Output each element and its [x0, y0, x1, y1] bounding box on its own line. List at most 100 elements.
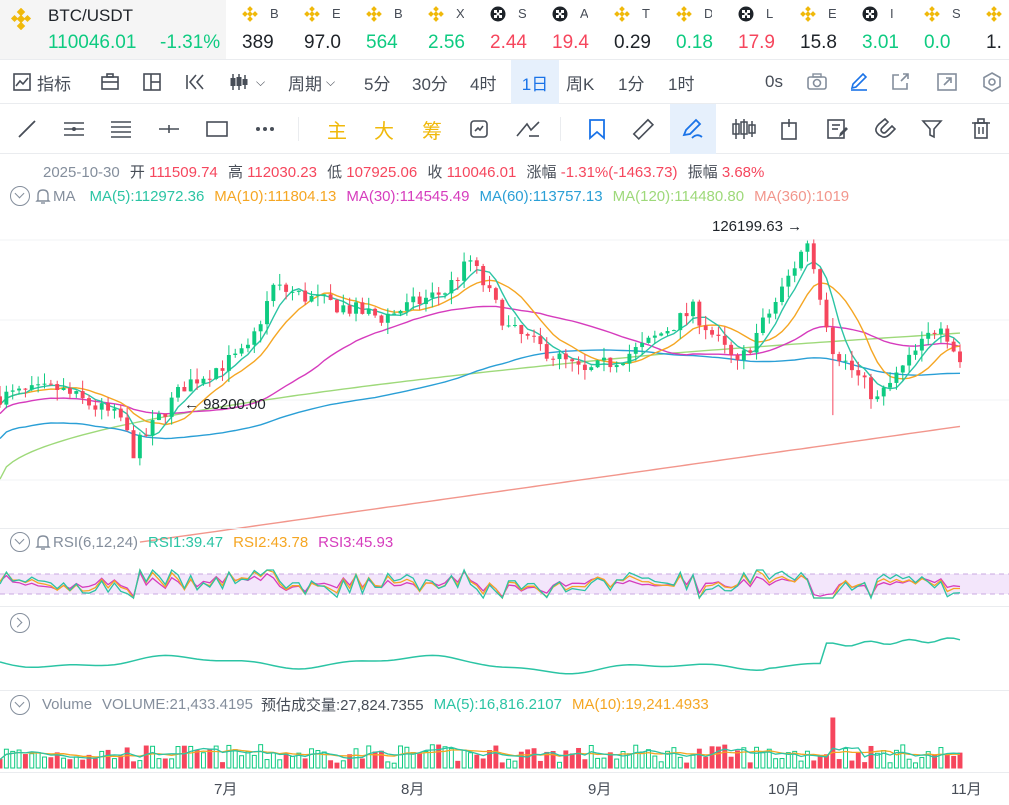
ticker-value: 2.56: [428, 32, 465, 53]
volume-bar: [436, 744, 442, 769]
candle-body: [392, 313, 397, 315]
volume-bar: [537, 760, 543, 769]
volume-bar: [557, 761, 562, 769]
candle-body: [195, 379, 200, 384]
chip-button[interactable]: 筹: [422, 120, 442, 143]
ticker-item[interactable]: D 0.18: [662, 0, 724, 59]
draw-button[interactable]: [848, 60, 870, 104]
sync-icon: [470, 120, 488, 138]
ticker-item[interactable]: T 0.29: [600, 0, 662, 59]
interval-tab[interactable]: 1时: [668, 74, 695, 94]
candle-body: [163, 413, 168, 417]
collapse-chevron-icon[interactable]: [10, 532, 30, 552]
fib-tool[interactable]: [104, 104, 138, 154]
parallel-channel-tool[interactable]: [57, 104, 91, 154]
candle-body: [652, 335, 657, 338]
note-tool[interactable]: [820, 104, 854, 154]
fullscreen-button[interactable]: [936, 60, 958, 104]
collapse-chevron-icon[interactable]: [10, 186, 30, 206]
candle-body: [843, 360, 848, 362]
layout-button[interactable]: [142, 60, 162, 104]
ticker-name: S: [518, 6, 526, 21]
candle-body: [347, 305, 352, 314]
interval-tab[interactable]: 周K: [566, 74, 595, 94]
checker-icon: [552, 6, 568, 22]
bell-icon[interactable]: [35, 187, 51, 205]
candle-body: [398, 310, 403, 314]
ruler-tool[interactable]: [626, 104, 660, 154]
main-force-button[interactable]: 主: [327, 120, 347, 143]
candle-body: [678, 313, 683, 331]
volume-bar: [207, 749, 213, 769]
template-button[interactable]: [100, 60, 120, 104]
add-chart-button[interactable]: [890, 60, 912, 104]
interval-tab[interactable]: 5分: [364, 74, 391, 94]
x-axis-label: 11月: [951, 781, 982, 798]
volume-value: VOLUME:21,433.4195: [102, 696, 253, 713]
settings-button[interactable]: [981, 60, 1003, 104]
indicators-button[interactable]: 指标: [12, 60, 71, 104]
bookmark-tool[interactable]: [580, 104, 614, 154]
delete-tool[interactable]: [964, 104, 998, 154]
candle-body: [80, 391, 85, 399]
ticker-name: A: [580, 6, 588, 21]
volume-bar: [836, 759, 842, 769]
ticker-item[interactable]: 1.: [972, 0, 1009, 59]
volume-ma10-line: [0, 748, 961, 760]
interval-tab[interactable]: 1分: [618, 74, 645, 94]
volume-bar: [162, 758, 168, 769]
interval-tab[interactable]: 1日: [511, 60, 559, 104]
candle-body: [519, 324, 524, 335]
ma10-line: [0, 279, 961, 426]
volume-bar: [633, 744, 639, 769]
price-chart[interactable]: [0, 205, 1009, 775]
ticker-item[interactable]: S 0.0: [910, 0, 972, 59]
magnet-tool[interactable]: [868, 104, 902, 154]
ticker-item[interactable]: B 564: [352, 0, 414, 59]
ticker-item[interactable]: E 15.8: [786, 0, 848, 59]
volume-bar: [843, 748, 849, 769]
ticker-item[interactable]: B 389: [228, 0, 290, 59]
ma-label: MA: [53, 187, 76, 205]
ticker-item[interactable]: A 19.4: [538, 0, 600, 59]
candle-body: [595, 360, 600, 368]
period-dropdown[interactable]: 周期 ⌵: [288, 60, 335, 104]
ticker-item[interactable]: I 3.01: [848, 0, 910, 59]
rectangle-tool[interactable]: [200, 104, 234, 154]
filter-tool[interactable]: [915, 104, 949, 154]
more-tools[interactable]: [248, 104, 282, 154]
bars-tool[interactable]: [724, 104, 764, 154]
indicator-draw-tool[interactable]: [510, 104, 546, 154]
collapse-chevron-icon[interactable]: [10, 694, 30, 715]
volume-bar: [220, 762, 225, 769]
candle-body: [417, 296, 422, 305]
ticker-item[interactable]: L 17.9: [724, 0, 786, 59]
horizontal-line-tool[interactable]: [152, 104, 186, 154]
interval-tab[interactable]: 30分: [412, 74, 448, 94]
chart-type-button[interactable]: ⌵: [228, 60, 265, 104]
chevron-down-icon: ⌵: [256, 74, 266, 89]
sync-tool[interactable]: [462, 104, 496, 154]
volume-bar: [105, 749, 111, 769]
expand-chevron-icon[interactable]: [10, 613, 30, 638]
replay-button[interactable]: [184, 60, 206, 104]
main-symbol: BTC/USDT: [48, 6, 133, 25]
bell-icon[interactable]: [35, 533, 51, 551]
ticker-item[interactable]: S 2.44: [476, 0, 538, 59]
ticker-name: S: [952, 6, 960, 21]
volume-bar: [188, 745, 194, 769]
volume-bar: [67, 759, 73, 769]
brush-tool[interactable]: [670, 104, 716, 154]
clipboard-tool[interactable]: [772, 104, 806, 154]
screenshot-button[interactable]: [806, 60, 828, 104]
trend-line-tool[interactable]: [10, 104, 44, 154]
ticker-item[interactable]: X 2.56: [414, 0, 476, 59]
layout-icon: [143, 73, 161, 91]
chart-toolbar: [0, 60, 1009, 104]
main-ticker[interactable]: BTC/USDT 110046.01 -1.31%: [0, 0, 226, 59]
x-axis-label: 10月: [768, 781, 800, 798]
interval-tab[interactable]: 4时: [470, 74, 497, 94]
candle-body: [557, 353, 562, 360]
big-order-button[interactable]: 大: [374, 120, 394, 143]
ticker-item[interactable]: E 97.0: [290, 0, 352, 59]
